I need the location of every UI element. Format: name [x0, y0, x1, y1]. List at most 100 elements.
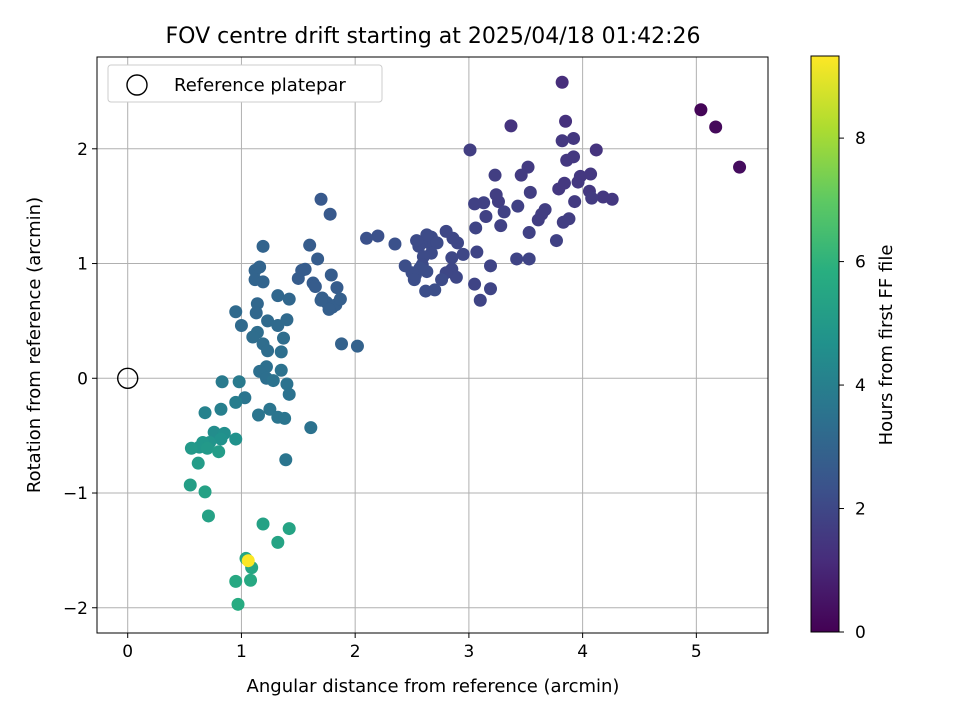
data-point: [261, 344, 275, 358]
colorbar-tick-label: 8: [855, 129, 866, 149]
data-point: [589, 143, 603, 157]
colorbar-label: Hours from first FF file: [876, 245, 897, 446]
data-point: [511, 199, 525, 213]
data-point: [388, 237, 402, 251]
data-point: [183, 478, 197, 492]
data-point: [420, 228, 434, 242]
data-point: [479, 209, 493, 223]
data-point: [491, 195, 505, 209]
data-point: [428, 283, 442, 297]
x-tick-label: 4: [577, 642, 588, 662]
data-points: [183, 75, 747, 611]
data-point: [497, 205, 511, 219]
data-point: [531, 213, 545, 227]
data-point: [263, 402, 277, 416]
data-point: [407, 273, 421, 287]
data-point: [229, 432, 243, 446]
data-point: [585, 191, 599, 205]
data-point: [605, 192, 619, 206]
data-point: [552, 182, 566, 196]
data-point: [246, 330, 260, 344]
data-point: [694, 103, 708, 117]
reference-platepar-marker: [117, 367, 139, 389]
colorbar-tick-label: 2: [855, 500, 866, 520]
data-point: [234, 318, 248, 332]
data-point: [280, 377, 294, 391]
data-point: [256, 239, 270, 253]
colorbar-tick-label: 6: [855, 253, 866, 273]
data-point: [214, 402, 228, 416]
x-tick-label: 1: [236, 642, 247, 662]
data-point: [555, 75, 569, 89]
data-point: [282, 387, 296, 401]
data-point: [514, 168, 528, 182]
data-point: [229, 574, 243, 588]
y-tick-label: −1: [63, 484, 88, 504]
x-tick-label: 2: [350, 642, 361, 662]
y-tick-label: −2: [63, 599, 88, 619]
x-axis-label: Angular distance from reference (arcmin): [247, 676, 620, 697]
data-point: [435, 273, 449, 287]
data-point: [253, 260, 267, 274]
data-point: [330, 281, 344, 295]
data-point: [323, 207, 337, 221]
y-tick-label: 2: [77, 140, 88, 160]
data-point: [282, 522, 296, 536]
colorbar: 0 2 4 6 8 Hours from first FF file: [810, 55, 897, 643]
grid-lines: [97, 57, 768, 633]
data-point: [280, 313, 294, 327]
data-point: [314, 192, 328, 206]
plot-area: [97, 57, 768, 633]
colorbar-ticks: 0 2 4 6 8: [839, 129, 866, 643]
data-point: [249, 306, 263, 320]
data-point: [420, 265, 434, 279]
data-point: [229, 305, 243, 319]
data-point: [274, 363, 288, 377]
data-point: [360, 231, 374, 245]
data-point: [241, 554, 255, 568]
y-axis-label: Rotation from reference (arcmin): [24, 197, 45, 493]
data-point: [549, 234, 563, 248]
data-point: [522, 226, 536, 240]
data-point: [567, 131, 581, 145]
data-point: [555, 134, 569, 148]
data-point: [256, 275, 270, 289]
data-point: [198, 485, 212, 499]
chart-title: FOV centre drift starting at 2025/04/18 …: [166, 24, 701, 49]
data-point: [266, 374, 280, 388]
y-axis-ticks: −2 −1 0 1 2: [63, 140, 97, 619]
data-point: [463, 143, 477, 157]
data-point: [709, 120, 723, 134]
data-point: [568, 195, 582, 209]
data-point: [232, 375, 246, 389]
data-point: [335, 337, 349, 351]
y-tick-label: 1: [77, 255, 88, 275]
data-point: [304, 421, 318, 435]
data-point: [277, 331, 291, 345]
data-point: [303, 238, 317, 252]
data-point: [584, 167, 598, 181]
x-axis-ticks: 0 1 2 3 4 5: [122, 633, 702, 662]
x-tick-label: 5: [691, 642, 702, 662]
colorbar-gradient: [810, 55, 840, 633]
data-point: [282, 292, 296, 306]
data-point: [256, 517, 270, 531]
data-point: [470, 245, 484, 259]
legend-box: [107, 64, 383, 103]
data-point: [571, 175, 585, 189]
data-point: [560, 153, 574, 167]
data-point: [430, 236, 444, 250]
data-point: [261, 314, 275, 328]
colorbar-tick-label: 4: [855, 376, 866, 396]
data-point: [522, 252, 536, 266]
data-point: [322, 302, 336, 316]
data-point: [439, 224, 453, 238]
data-point: [251, 408, 265, 422]
data-point: [488, 168, 502, 182]
data-point: [231, 597, 245, 611]
data-point: [200, 441, 214, 455]
data-point: [214, 432, 228, 446]
data-point: [449, 270, 463, 284]
data-point: [308, 279, 322, 293]
